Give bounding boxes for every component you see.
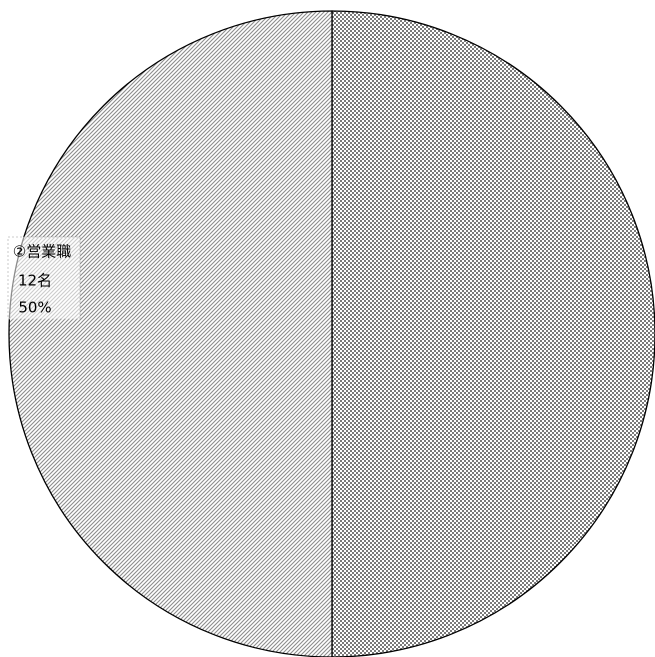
label-box bbox=[7, 236, 81, 320]
data-labels: ②営業職 12名 50% bbox=[7, 236, 81, 320]
category-label: ②営業職 bbox=[13, 243, 71, 261]
value-label: 50% bbox=[18, 299, 51, 317]
pie bbox=[8, 10, 655, 657]
count-label: 12名 bbox=[18, 272, 52, 290]
pie-slice bbox=[8, 10, 333, 657]
pie-slice bbox=[331, 10, 655, 657]
